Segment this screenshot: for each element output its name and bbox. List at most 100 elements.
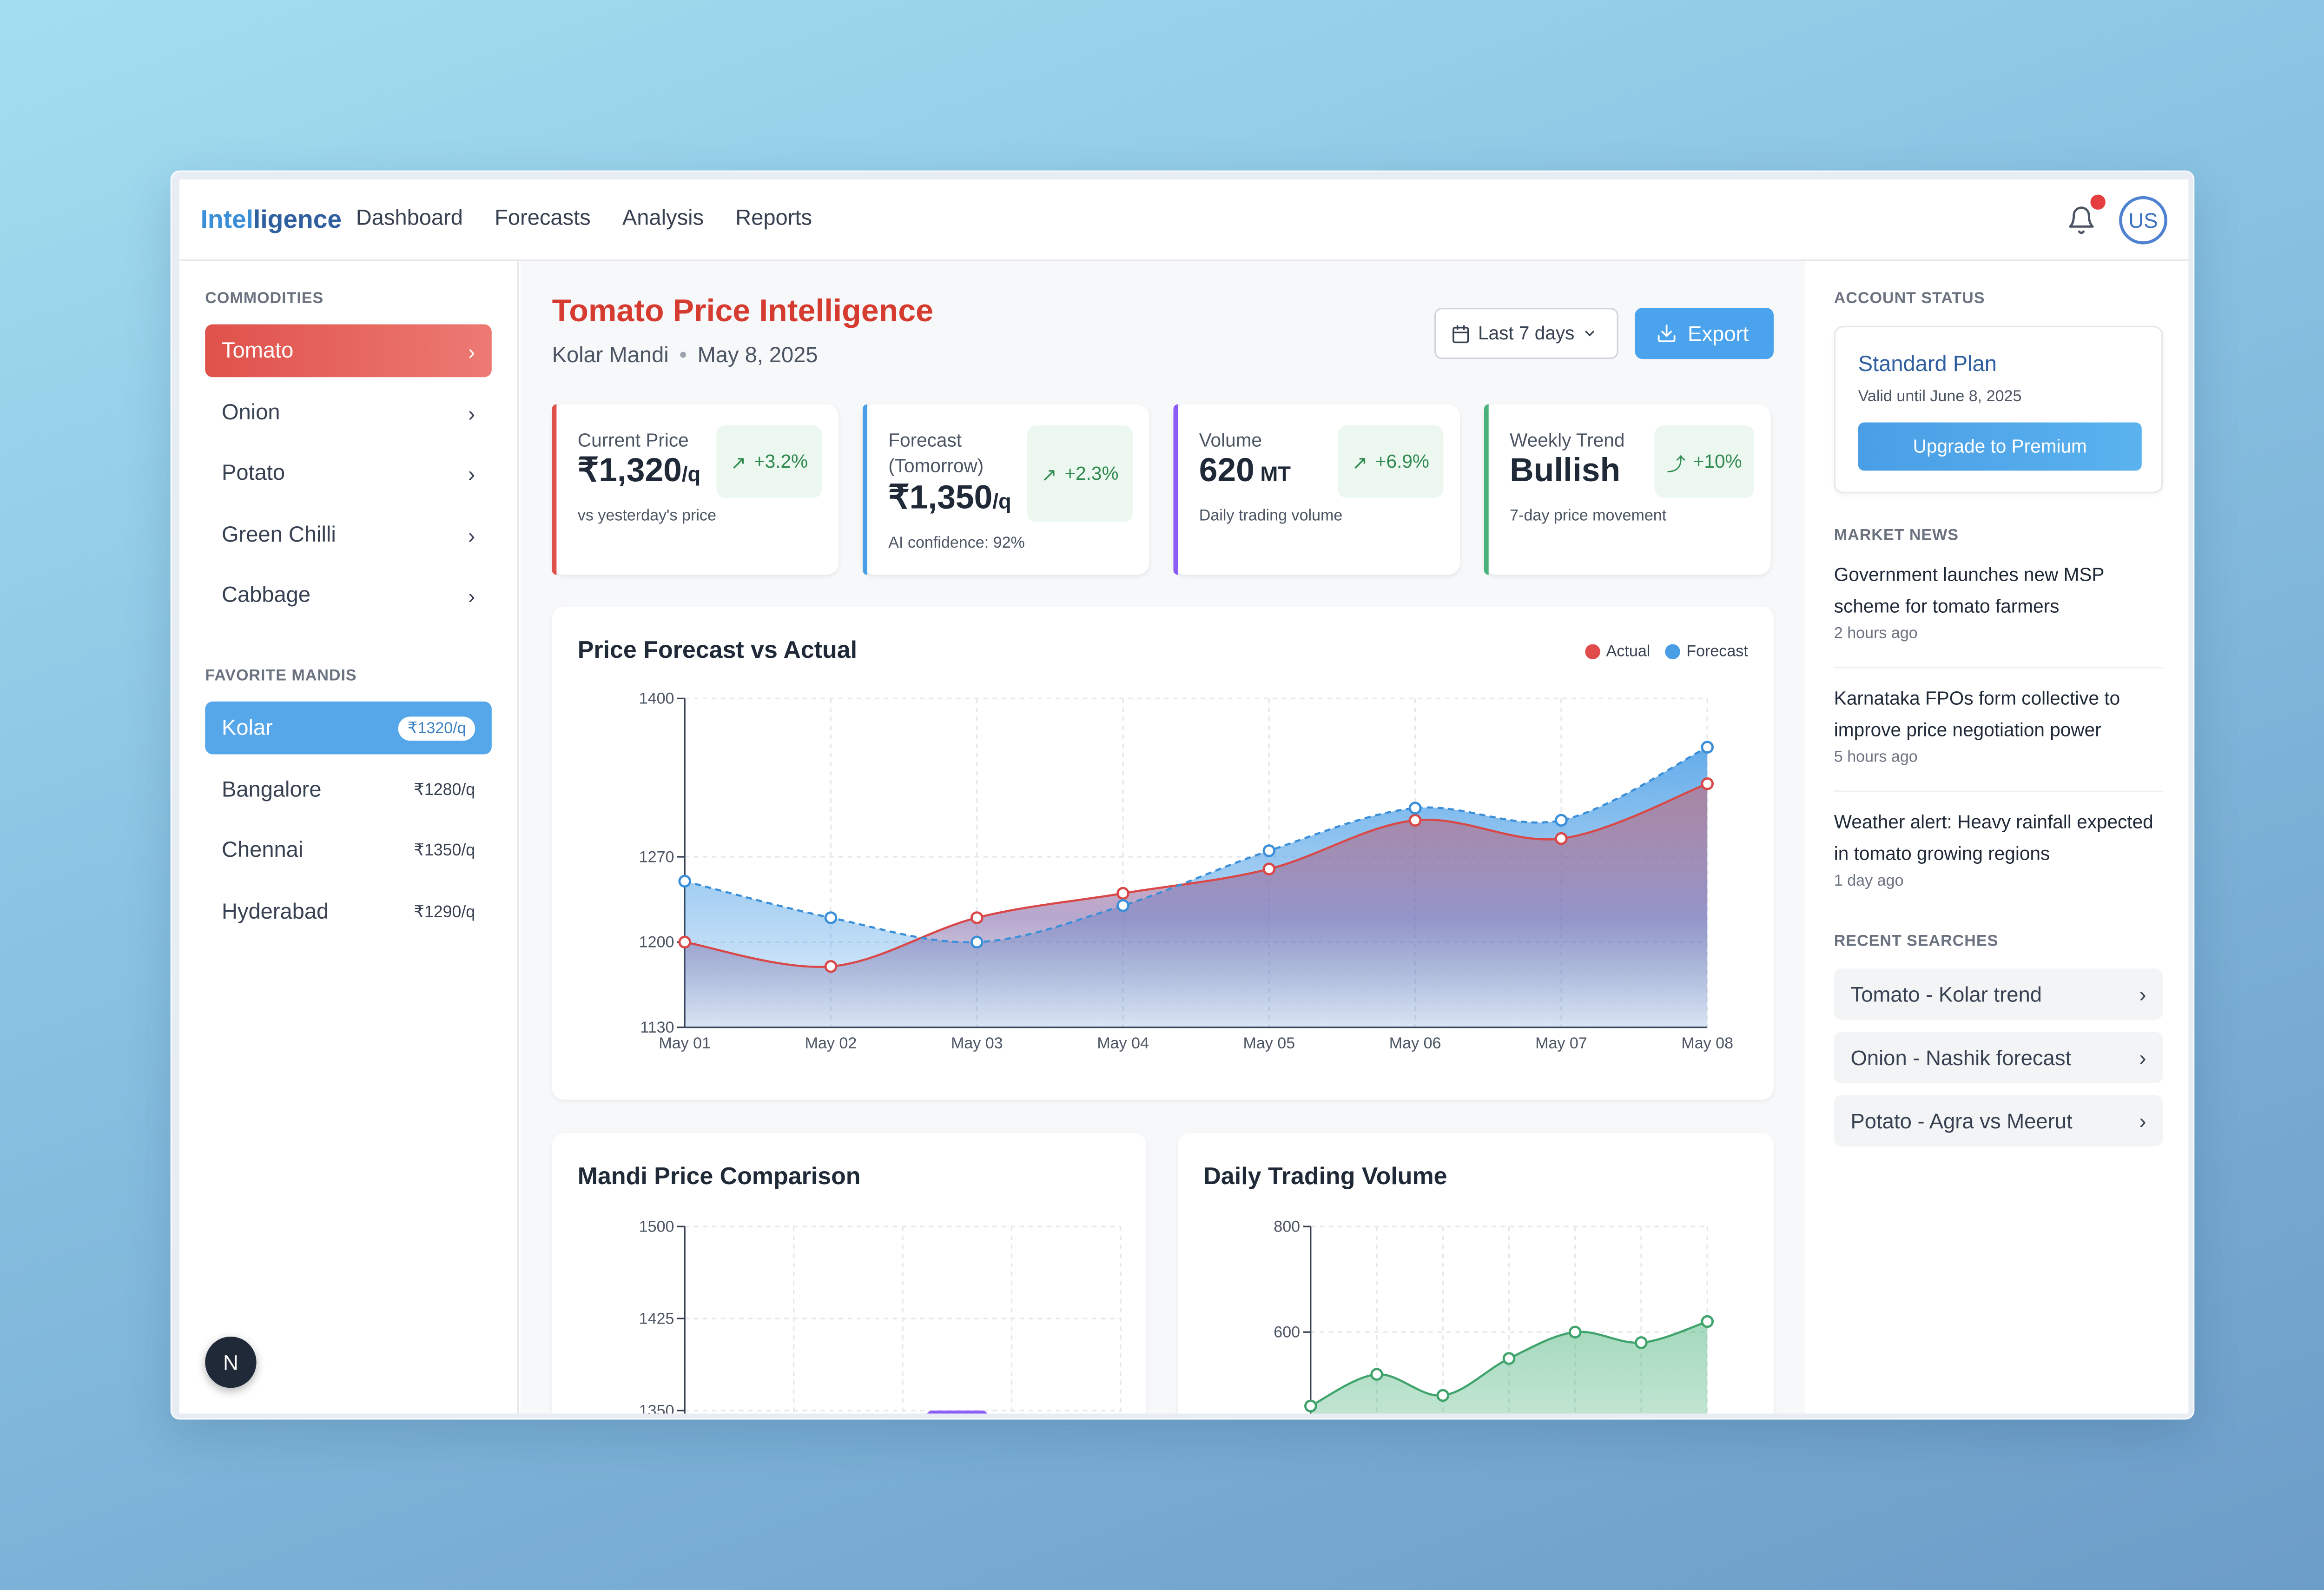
mandi-item-bangalore[interactable]: Bangalore ₹1280/q: [205, 763, 492, 816]
card-change-value: +2.3%: [1064, 463, 1119, 484]
export-label: Export: [1688, 321, 1749, 346]
floating-n-button[interactable]: N: [205, 1336, 257, 1388]
nav-analysis[interactable]: Analysis: [622, 206, 704, 231]
card-note: 7-day price movement: [1510, 507, 1667, 525]
brand-logo[interactable]: Intelligence: [201, 205, 342, 235]
news-time: 2 hours ago: [1834, 624, 1918, 643]
card-change-value: +3.2%: [753, 451, 808, 472]
legend-label: Forecast: [1686, 643, 1748, 661]
sidebar: COMMODITIES Tomato › Onion › Potato › Green…: [179, 261, 519, 1414]
recent-search-item[interactable]: Tomato - Kolar trend ›: [1834, 968, 2163, 1020]
plan-validity: Valid until June 8, 2025: [1858, 387, 2022, 406]
mandi-item-chennai[interactable]: Chennai ₹1350/q: [205, 824, 492, 877]
sidebar-item-label: Cabbage: [222, 583, 310, 608]
news-title: Weather alert: Heavy rainfall expected i…: [1834, 811, 2153, 865]
arrow-up-right-icon: ↗: [730, 451, 746, 473]
sidebar-item-onion[interactable]: Onion ›: [205, 386, 492, 439]
sidebar-item-cabbage[interactable]: Cabbage ›: [205, 569, 492, 622]
y-tick-label: 800: [1274, 1218, 1300, 1235]
main-content: Tomato Price Intelligence Kolar Mandi • Ma…: [520, 261, 1806, 1414]
sidebar-item-tomato[interactable]: Tomato ›: [205, 324, 492, 378]
card-note: AI confidence: 92%: [888, 534, 1025, 552]
user-avatar[interactable]: US: [2119, 196, 2167, 245]
date-label: May 8, 2025: [697, 344, 818, 368]
legend-dot-forecast: [1665, 644, 1681, 660]
card-value: Bullish: [1510, 451, 1620, 490]
commodities-heading: COMMODITIES: [205, 290, 324, 308]
trending-up-icon: ⤴: [1666, 453, 1686, 475]
card-note: vs yesterday's price: [577, 507, 716, 525]
app-frame: Intelligence Dashboard Forecasts Analysi…: [179, 179, 2189, 1414]
volume-point: [1568, 1325, 1582, 1339]
actual-point: [1408, 814, 1422, 827]
chevron-down-icon: [1585, 331, 1594, 337]
card-change-value: +6.9%: [1375, 451, 1429, 472]
y-tick-label: 1270: [639, 848, 674, 866]
date-range-select[interactable]: Last 7 days: [1434, 307, 1618, 359]
arrow-up-right-icon: ↗: [1352, 451, 1368, 473]
legend-item-actual[interactable]: Actual: [1585, 643, 1650, 661]
chevron-right-icon: ›: [2139, 1109, 2146, 1133]
sidebar-item-potato[interactable]: Potato ›: [205, 446, 492, 499]
chevron-right-icon: ›: [468, 338, 475, 363]
chevron-right-icon: ›: [468, 583, 475, 608]
sidebar-item-label: Green Chilli: [222, 523, 336, 547]
card-accent: [863, 404, 867, 575]
y-tick-label: 600: [1274, 1324, 1300, 1341]
actual-point: [1555, 832, 1568, 845]
card-accent: [1173, 404, 1178, 575]
forecast-point: [1408, 802, 1422, 815]
sidebar-item-green-chilli[interactable]: Green Chilli ›: [205, 509, 492, 562]
y-tick-label: 1130: [640, 1019, 674, 1036]
forecast-point: [678, 874, 691, 888]
card-value-unit: /q: [681, 461, 701, 486]
recent-search-item[interactable]: Potato - Agra vs Meerut ›: [1834, 1095, 2163, 1147]
x-tick-label: May 07: [1535, 1034, 1587, 1052]
mandi-comparison-panel: Mandi Price Comparison 1350 1425 1500: [552, 1133, 1147, 1414]
news-item[interactable]: Government launches new MSP scheme for t…: [1834, 560, 2163, 669]
legend-item-forecast[interactable]: Forecast: [1665, 643, 1748, 661]
app-window: Intelligence Dashboard Forecasts Analysi…: [170, 170, 2195, 1420]
news-item[interactable]: Weather alert: Heavy rainfall expected i…: [1834, 807, 2163, 916]
date-range-label: Last 7 days: [1478, 323, 1575, 344]
y-tick-label: 1425: [639, 1310, 674, 1327]
mandi-item-hyderabad[interactable]: Hyderabad ₹1290/q: [205, 886, 492, 939]
card-label: Forecast (Tomorrow): [888, 430, 984, 477]
actual-point: [970, 911, 984, 924]
recent-search-item[interactable]: Onion - Nashik forecast ›: [1834, 1032, 2163, 1083]
actual-point: [1116, 887, 1129, 900]
upgrade-button[interactable]: Upgrade to Premium: [1858, 422, 2142, 471]
actual-point: [1262, 862, 1276, 875]
sidebar-item-label: Tomato: [222, 338, 294, 363]
mandi-name: Bangalore: [222, 777, 322, 802]
nav-reports[interactable]: Reports: [735, 206, 812, 231]
brand-logo-part2: ligence: [253, 205, 342, 234]
y-tick-label: 1200: [639, 934, 674, 951]
x-tick-label: May 08: [1681, 1034, 1733, 1052]
export-button[interactable]: Export: [1635, 307, 1774, 359]
nav-dashboard[interactable]: Dashboard: [356, 206, 463, 231]
bell-icon[interactable]: [2067, 205, 2097, 235]
mandi-name: Hyderabad: [222, 900, 329, 924]
notification-badge: [2090, 194, 2106, 210]
recent-search-label: Onion - Nashik forecast: [1850, 1045, 2072, 1070]
x-tick-label: May 06: [1389, 1034, 1441, 1052]
market-news-heading: MARKET NEWS: [1834, 526, 1959, 545]
sidebar-item-label: Onion: [222, 400, 280, 425]
kpi-card-weekly-trend: Weekly Trend Bullish 7-day price movemen…: [1484, 404, 1771, 575]
mandi-item-kolar[interactable]: Kolar ₹1320/q: [205, 701, 492, 755]
chevron-right-icon: ›: [468, 400, 475, 425]
top-navigation-bar: Intelligence Dashboard Forecasts Analysi…: [179, 179, 2189, 261]
card-change-badge: ↗ +2.3%: [1027, 425, 1133, 522]
page-subtitle: Kolar Mandi • May 8, 2025: [552, 344, 818, 368]
actual-line: [684, 782, 1708, 968]
y-tick-label: 1400: [639, 690, 674, 708]
legend-dot-actual: [1585, 644, 1600, 660]
news-item[interactable]: Karnataka FPOs form collective to improv…: [1834, 683, 2163, 792]
chart-title: Daily Trading Volume: [1203, 1165, 1447, 1191]
nav-forecasts[interactable]: Forecasts: [495, 206, 591, 231]
card-note: Daily trading volume: [1199, 507, 1343, 525]
news-time: 1 day ago: [1834, 872, 1904, 890]
